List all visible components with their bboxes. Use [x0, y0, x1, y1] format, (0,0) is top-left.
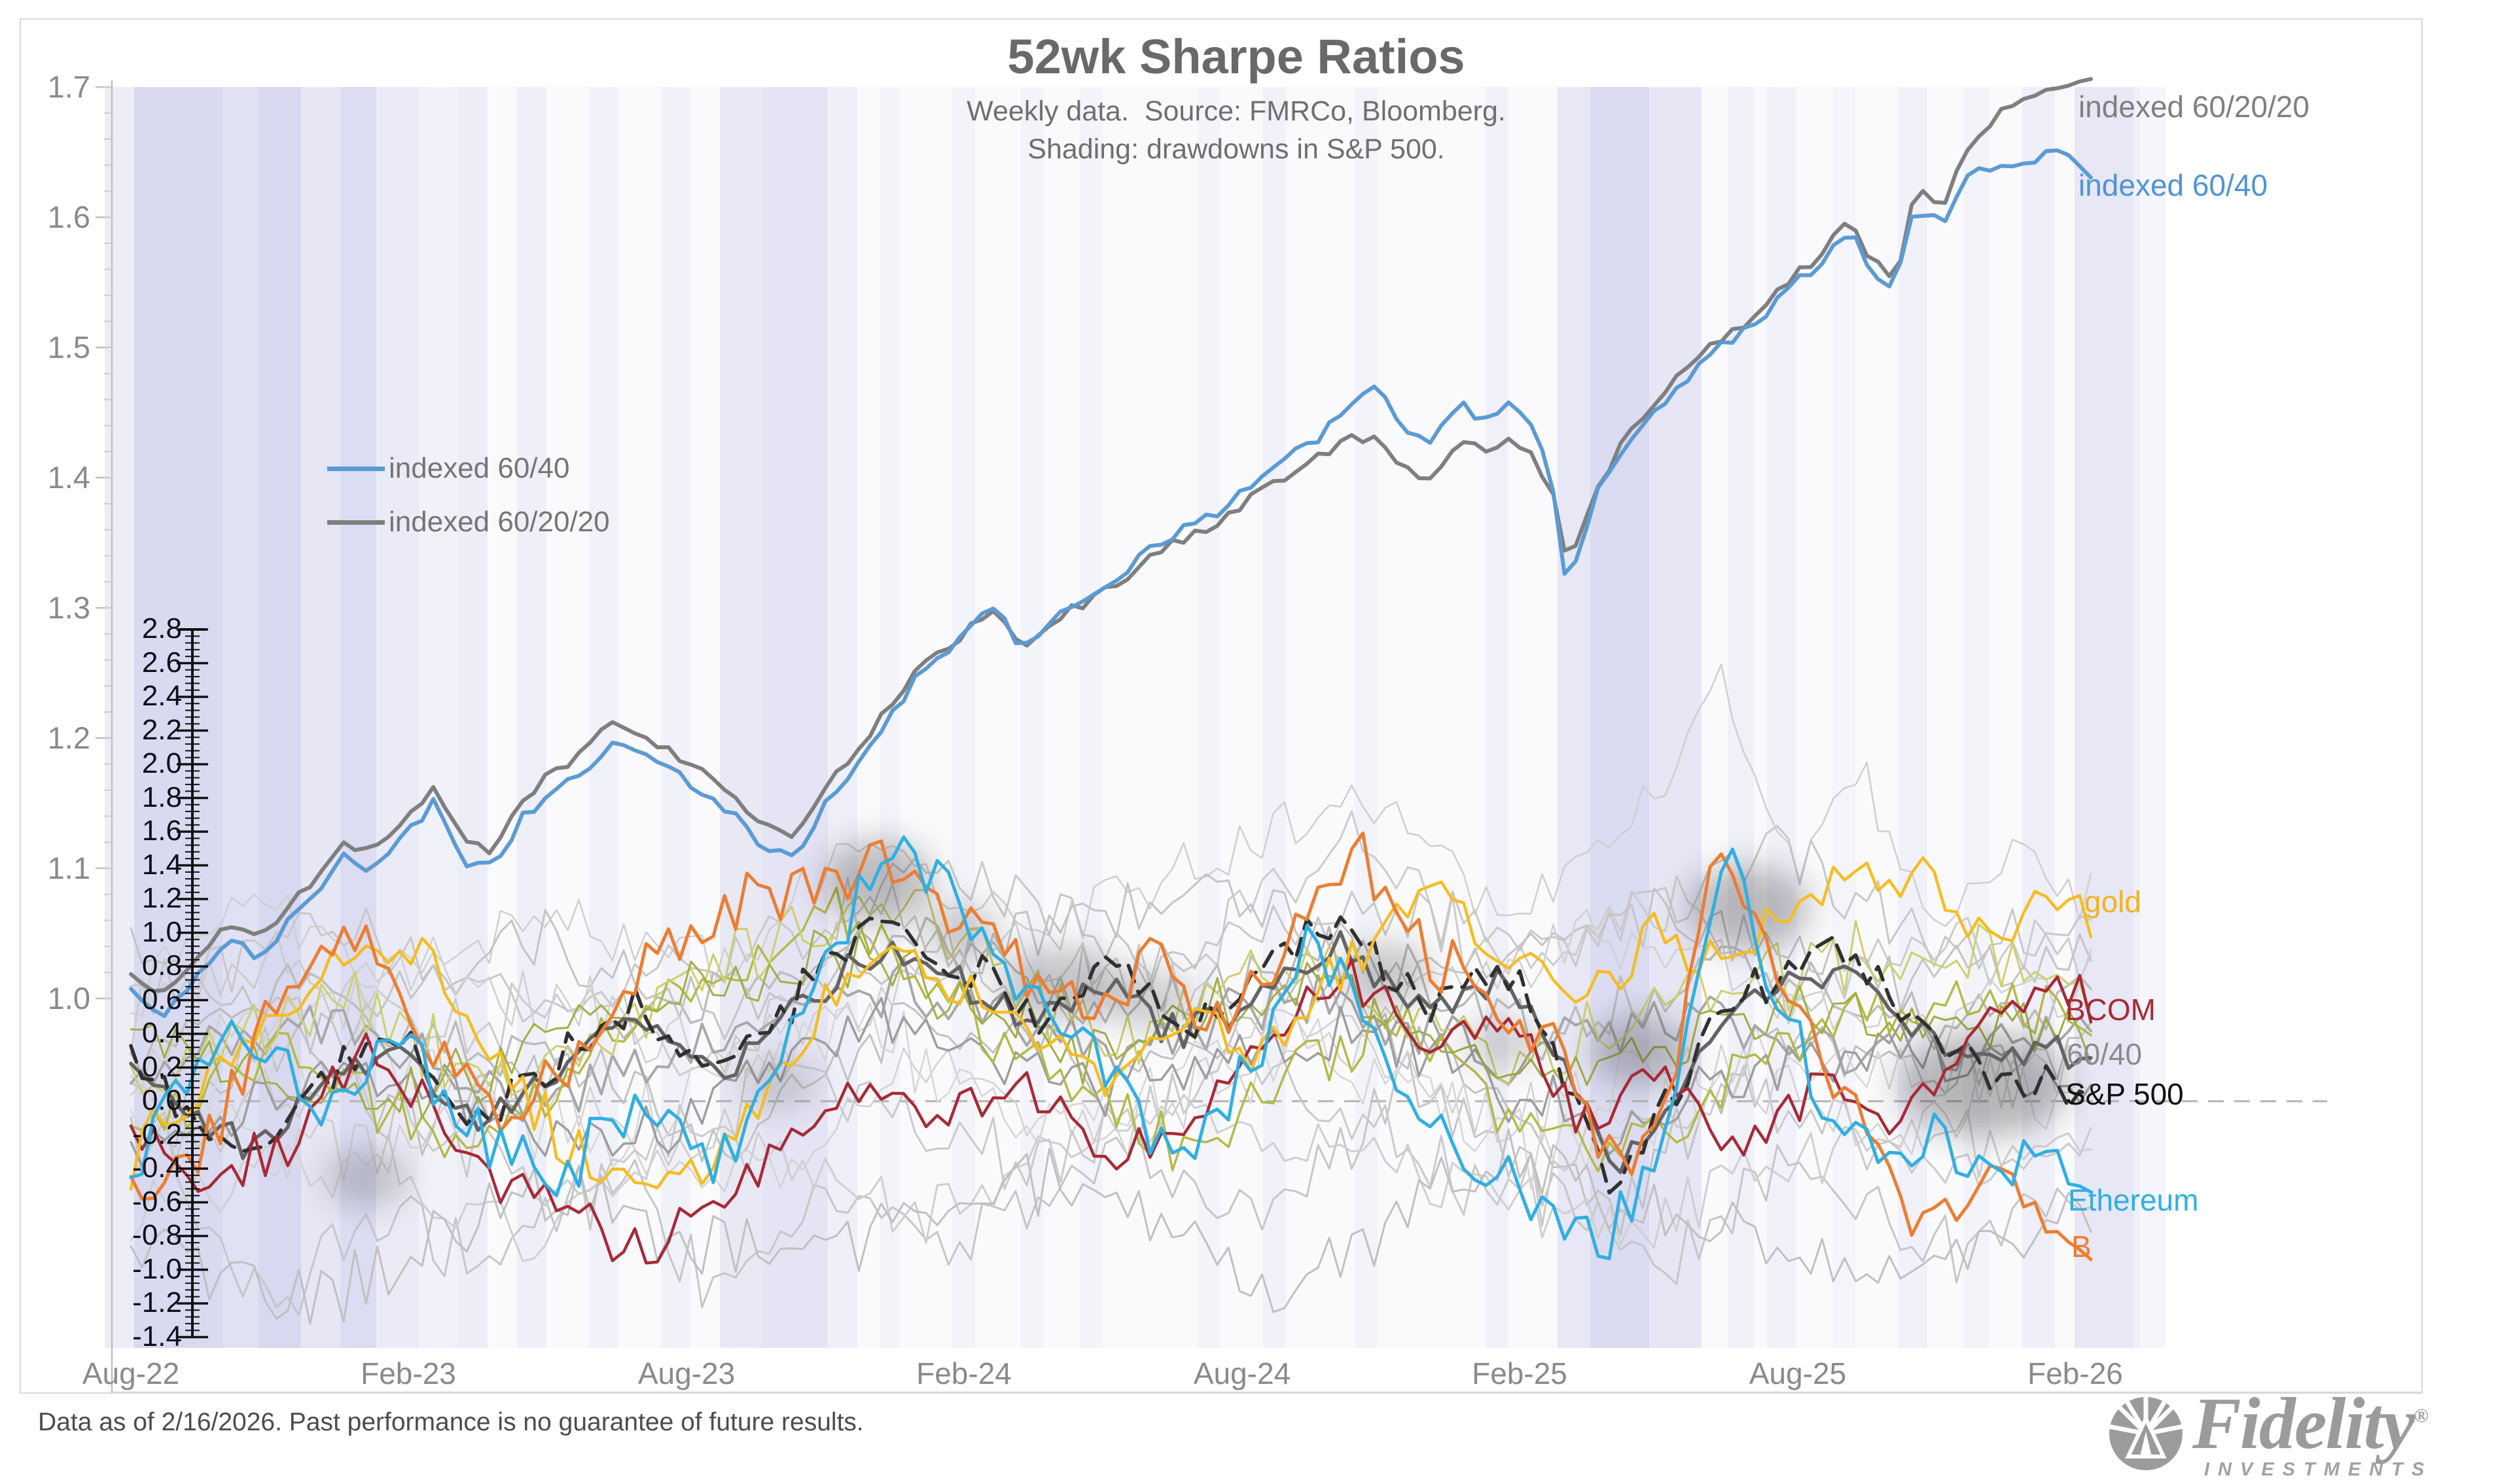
- background-series: [130, 663, 2092, 1325]
- inner-y-tick-label: -0.8: [132, 1219, 182, 1251]
- fidelity-investments-text: INVESTMENTS: [2204, 1459, 2433, 1480]
- series-label-indexed-60-20-20: indexed 60/20/20: [2078, 90, 2309, 124]
- series-label-bcom: BCOM: [2065, 993, 2156, 1027]
- series-label-indexed-60-40: indexed 60/40: [2078, 168, 2268, 202]
- inner-y-tick-label: 0.6: [141, 983, 182, 1016]
- outer-y-tick-label: 1.5: [47, 330, 90, 364]
- inner-y-tick-label: -0.4: [132, 1152, 182, 1184]
- chart-frame: [20, 18, 2423, 1394]
- chart-title: 52wk Sharpe Ratios: [1007, 29, 1465, 84]
- x-axis-label: Feb-24: [916, 1356, 1012, 1390]
- x-axis-label: Aug-23: [637, 1356, 736, 1390]
- fidelity-sun-icon: [2108, 1395, 2184, 1470]
- footnote: Data as of 2/16/2026. Past performance i…: [38, 1408, 864, 1436]
- highlight-series: [129, 77, 2093, 1265]
- legend-swatch-gray: [327, 520, 385, 525]
- series-label-s-p-500: S&P 500: [2065, 1077, 2184, 1111]
- inner-y-tick-label: 1.8: [141, 781, 182, 813]
- inner-y-tick-label: 2.2: [141, 713, 182, 746]
- outer-y-tick-label: 1.4: [47, 460, 90, 495]
- legend-label: indexed 60/40: [389, 452, 570, 484]
- inner-y-tick-label: 2.0: [141, 747, 182, 779]
- x-axis-label: Aug-22: [82, 1356, 180, 1390]
- x-axis-label: Aug-25: [1749, 1356, 1847, 1390]
- inner-y-tick-label: -0.6: [132, 1185, 182, 1218]
- inner-y-tick-label: 2.8: [141, 612, 182, 645]
- registered-mark: ®: [2414, 1405, 2429, 1426]
- series-label-b: B: [2071, 1229, 2092, 1263]
- series-label-60-40: 60/40: [2067, 1037, 2143, 1071]
- drawdown-shading: [105, 87, 2166, 1348]
- series-label-ethereum: Ethereum: [2068, 1183, 2199, 1217]
- x-axis-label: Feb-25: [1472, 1356, 1567, 1390]
- fidelity-logo: Fidelity® INVESTMENTS: [2106, 1383, 2433, 1483]
- inner-y-tick-label: 0.8: [141, 949, 182, 981]
- inner-y-tick-label: 0.2: [141, 1050, 182, 1083]
- inner-y-tick-label: 1.4: [141, 848, 182, 881]
- inner-y-tick-label: 1.2: [141, 882, 182, 914]
- inner-y-tick-label: -1.0: [132, 1252, 182, 1285]
- legend-swatch-blue: [327, 466, 385, 471]
- inner-y-tick-label: 1.0: [141, 915, 182, 948]
- series-label-gold: gold: [2084, 885, 2141, 919]
- axes: [96, 80, 2421, 1394]
- legend-label: indexed 60/20/20: [389, 506, 610, 538]
- x-axis-label: Aug-24: [1193, 1356, 1291, 1390]
- legend-item-indexed-60-40: indexed 60/40: [327, 451, 610, 486]
- chart-subtitle-source: Weekly data. Source: FMRCo, Bloomberg.: [967, 96, 1506, 127]
- inner-y-tick-label: 1.6: [141, 815, 182, 847]
- inner-y-tick-label: 2.4: [141, 680, 182, 712]
- inner-y-tick-label: 0.0: [141, 1084, 182, 1116]
- x-axis-label: Feb-23: [361, 1356, 456, 1390]
- fidelity-wordmark: Fidelity®: [2192, 1383, 2429, 1464]
- outer-y-tick-label: 1.7: [47, 69, 90, 104]
- outer-y-tick-label: 1.1: [47, 851, 90, 885]
- inner-y-tick-label: 2.6: [141, 646, 182, 679]
- inner-y-tick-label: -0.2: [132, 1118, 182, 1150]
- outer-y-tick-label: 1.2: [47, 720, 90, 755]
- outer-y-tick-label: 1.3: [47, 590, 90, 625]
- inner-y-tick-label: -1.2: [132, 1286, 182, 1318]
- legend: indexed 60/40 indexed 60/20/20: [327, 451, 610, 559]
- inner-y-tick-label: -1.4: [132, 1320, 182, 1352]
- ink-smudges: [323, 839, 2069, 1207]
- inner-y-tick-label: 0.4: [141, 1017, 182, 1049]
- x-axis-label: Feb-26: [2027, 1356, 2123, 1390]
- legend-item-indexed-60-20-20: indexed 60/20/20: [327, 505, 610, 539]
- chart-subtitle-shading: Shading: drawdowns in S&P 500.: [1027, 133, 1445, 165]
- outer-y-tick-label: 1.0: [47, 981, 90, 1016]
- outer-y-tick-label: 1.6: [47, 200, 90, 234]
